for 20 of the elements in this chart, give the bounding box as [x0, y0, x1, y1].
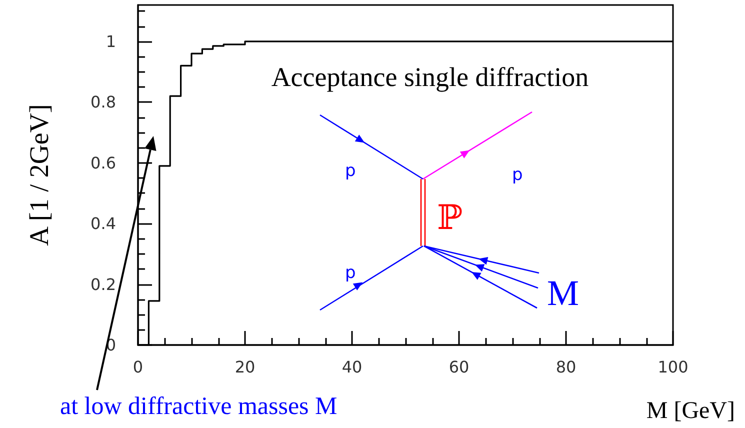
x-tick-label: 0: [132, 358, 144, 376]
annotation: M: [547, 273, 580, 313]
x-axis-title: M [GeV]: [646, 398, 735, 424]
text: Acceptance single diffraction: [271, 62, 590, 92]
y-tick-label: 0.6: [90, 153, 116, 172]
y-tick-label: 0.8: [90, 92, 116, 112]
annotation: p: [345, 263, 356, 283]
x-tick-label: 60: [448, 358, 470, 376]
x-tick-label: 40: [342, 358, 362, 376]
y-axis-title: A [1 / 2GeV]: [24, 104, 54, 246]
annotation: p: [512, 165, 523, 185]
y-tick-label: 0.2: [90, 274, 116, 294]
y-tick-label: 0.4: [90, 214, 116, 234]
x-tick-label: 100: [658, 358, 688, 376]
x-tick-label: 80: [556, 358, 576, 376]
annotation: ℙ: [437, 198, 463, 238]
x-tick-label: 20: [234, 358, 256, 376]
annotation: p: [345, 161, 356, 181]
y-tick-label: 1: [106, 32, 116, 51]
text: at low diffractive masses M: [60, 393, 338, 420]
